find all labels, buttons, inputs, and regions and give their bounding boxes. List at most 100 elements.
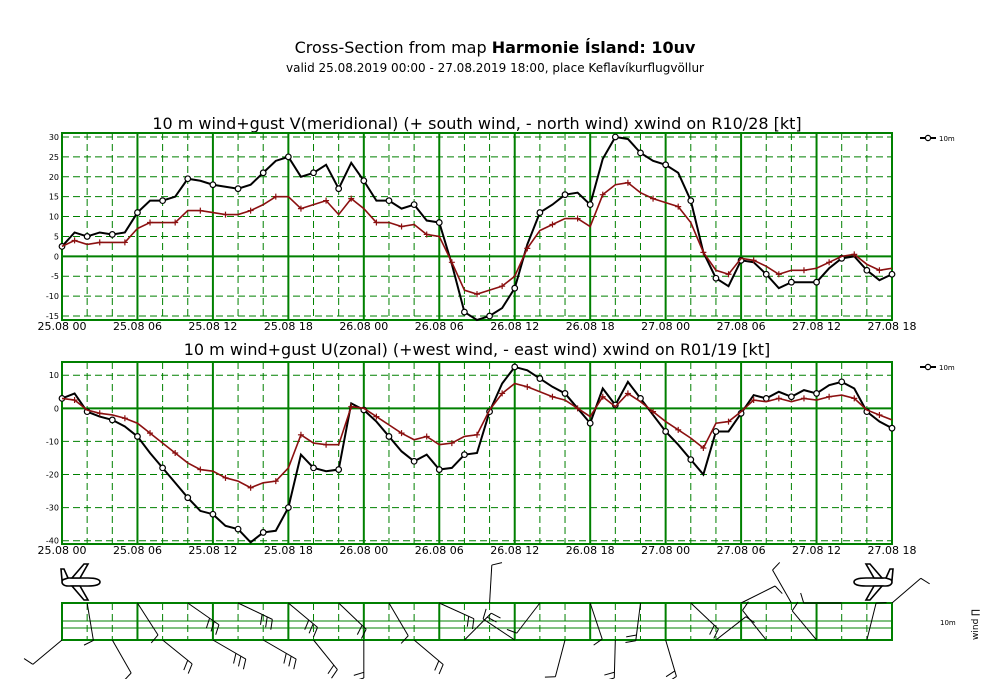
panel2-gust-point bbox=[335, 466, 343, 473]
panel1-wind-point bbox=[96, 239, 103, 246]
panel1-wind-point bbox=[448, 259, 455, 266]
barb-feather bbox=[83, 640, 94, 646]
panel1-xtick-label: 25.08 18 bbox=[264, 320, 313, 333]
barb-shaft bbox=[589, 602, 603, 640]
wind-barb bbox=[742, 601, 767, 641]
barb-feather bbox=[800, 592, 805, 604]
panel2-gust-point bbox=[536, 375, 544, 382]
panel2-gust-point bbox=[310, 464, 317, 472]
panel1-xtick-label: 26.08 18 bbox=[566, 320, 615, 333]
panel2-ytick-label: 0 bbox=[54, 404, 59, 413]
panel1-wind-point bbox=[524, 245, 531, 252]
panel1-gust-point bbox=[687, 197, 695, 205]
barb-shaft bbox=[262, 639, 297, 660]
panel1-legend bbox=[920, 134, 936, 142]
barb-feather bbox=[331, 669, 338, 679]
panel2-title: 10 m wind+gust U(zonal) (+west wind, - e… bbox=[183, 340, 771, 359]
barb-feather bbox=[150, 634, 159, 644]
panel1-gust-point bbox=[813, 278, 820, 286]
barb-shaft bbox=[212, 639, 247, 660]
plane-fuselage bbox=[853, 577, 893, 587]
panel1-gust-point bbox=[762, 270, 770, 278]
panel2-legend-label: 10m bbox=[939, 364, 955, 372]
panel2-wind-point bbox=[700, 445, 707, 452]
panel2-wind-point bbox=[499, 390, 506, 397]
wind-barb bbox=[237, 602, 273, 630]
title-prefix: Cross-Section from map bbox=[294, 38, 492, 57]
barb-shaft bbox=[439, 602, 475, 620]
wind-barb bbox=[891, 577, 930, 604]
panel1-ytick-label: -10 bbox=[46, 292, 59, 301]
plane-wings bbox=[60, 563, 90, 601]
panel1-gust-point bbox=[83, 233, 91, 240]
panel1-wind-point bbox=[147, 219, 154, 226]
barb-feather bbox=[187, 663, 193, 674]
panel2-wind-point bbox=[398, 430, 405, 437]
barb-feather bbox=[791, 601, 799, 612]
panel1-wind-point bbox=[499, 283, 506, 290]
panel1-ytick-label: 15 bbox=[49, 193, 59, 202]
panel2-xtick-label: 27.08 06 bbox=[717, 544, 766, 557]
panel1-gust-point bbox=[360, 177, 368, 185]
panel1-gust-point bbox=[159, 197, 167, 205]
panel1-wind-point bbox=[197, 207, 204, 214]
panel1-gust-point bbox=[486, 312, 493, 320]
barb-feather bbox=[183, 660, 189, 671]
panel2-gust-point bbox=[461, 451, 468, 459]
barb-feather bbox=[313, 627, 319, 638]
wind-barb bbox=[262, 639, 297, 670]
panel1-ytick-label: 30 bbox=[49, 133, 59, 142]
panel1-gust-point bbox=[385, 197, 393, 205]
panel2-wind-point bbox=[624, 390, 631, 397]
panel1-wind-point bbox=[876, 267, 883, 274]
barb-shaft bbox=[413, 639, 444, 665]
wind-barb bbox=[111, 639, 132, 679]
panel2-wind-point bbox=[599, 393, 606, 400]
wind-barb bbox=[187, 602, 220, 635]
panel2-wind-point bbox=[423, 433, 430, 440]
panel2-gust-point bbox=[234, 525, 242, 533]
barb-shaft bbox=[613, 639, 616, 678]
panel2-wind-point bbox=[574, 405, 581, 412]
barb-feather bbox=[604, 671, 615, 676]
barb-feather bbox=[434, 660, 440, 671]
barb-shaft bbox=[288, 602, 318, 628]
barb-shaft bbox=[791, 610, 817, 641]
barb-feather bbox=[242, 658, 247, 670]
panel1-wind-point bbox=[323, 197, 330, 204]
plane-fuselage bbox=[61, 577, 101, 587]
panel2-gust-point bbox=[838, 378, 846, 386]
wind-barb bbox=[338, 602, 367, 639]
panel1-ytick-label: -15 bbox=[46, 312, 59, 321]
barb-panel bbox=[23, 562, 930, 679]
panel1-xtick-label: 26.08 00 bbox=[339, 320, 388, 333]
panel2-wind-point bbox=[272, 478, 279, 485]
barb-shaft bbox=[690, 602, 719, 630]
panel1-wind-point bbox=[826, 259, 833, 266]
barb-shaft bbox=[772, 569, 792, 604]
barb-shaft bbox=[388, 602, 409, 637]
panel1-wind-point bbox=[474, 291, 480, 298]
panel1-wind-point bbox=[574, 215, 581, 222]
panel1-ytick-label: 20 bbox=[49, 173, 59, 182]
panel2-wind-point bbox=[524, 383, 531, 390]
barb-feather bbox=[876, 602, 887, 604]
panel1-wind-point bbox=[624, 179, 631, 186]
wind-barb bbox=[604, 639, 616, 679]
panel2-wind-point bbox=[71, 397, 78, 404]
panel1-gust-point bbox=[511, 284, 519, 292]
wind-barb bbox=[353, 640, 365, 679]
panel2-xtick-label: 27.08 00 bbox=[641, 544, 690, 557]
panel2-gust-point bbox=[813, 390, 820, 397]
panel2-wind-point bbox=[474, 431, 480, 438]
panel2-gust-point bbox=[134, 433, 141, 440]
panel1-wind-point bbox=[700, 249, 707, 256]
panel1-gust-point bbox=[234, 185, 242, 193]
panel2-wind-point bbox=[373, 413, 380, 420]
barb-shaft bbox=[464, 612, 492, 641]
panel1-wind-point bbox=[172, 219, 179, 226]
panel2-gust-point bbox=[385, 433, 393, 440]
panel1-xtick-label: 25.08 06 bbox=[113, 320, 162, 333]
panel2-gust-point bbox=[888, 424, 896, 432]
barb-feather bbox=[593, 638, 603, 646]
